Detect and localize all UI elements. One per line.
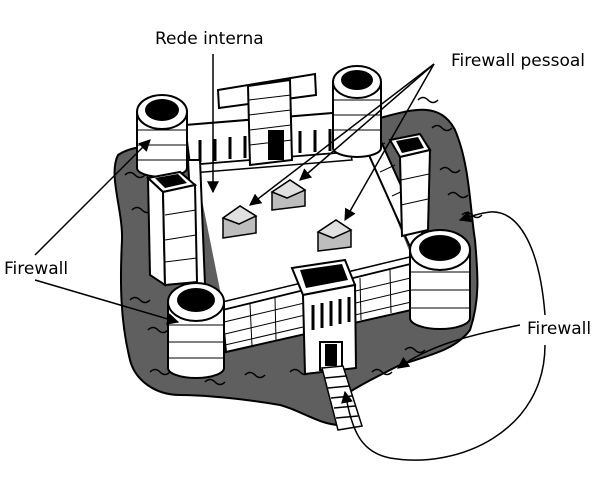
arrow-firewall-left-1: [34, 139, 151, 256]
arrow-firewall-left-2: [34, 279, 180, 325]
tower-left-square: [145, 170, 199, 287]
house: [316, 219, 353, 252]
water-ripples: [124, 96, 483, 386]
front-gatehouse: [290, 258, 358, 376]
label-personal-firewall: Firewall pessoal: [451, 51, 585, 71]
arrow-firewall-right-1: [397, 324, 521, 369]
house: [221, 205, 258, 239]
arrow-personal-firewall-2: [249, 63, 435, 206]
label-firewall-right: Firewall: [527, 319, 591, 339]
label-firewall-left: Firewall: [4, 259, 68, 279]
tower-front-right: [409, 229, 471, 330]
arrow-personal-firewall-1: [299, 63, 435, 181]
tower-back-left: [136, 94, 188, 178]
label-internal-network: Rede interna: [155, 29, 264, 49]
arrows: [34, 54, 546, 461]
house: [270, 179, 307, 211]
tower-right-square: [388, 132, 432, 238]
tower-back-right: [332, 65, 382, 158]
arrow-firewall-right-2: [458, 210, 546, 316]
back-wall: [183, 72, 353, 174]
arrow-firewall-right-3: [341, 344, 546, 461]
tower-front-left: [167, 282, 225, 379]
arrow-personal-firewall-3: [344, 63, 435, 222]
